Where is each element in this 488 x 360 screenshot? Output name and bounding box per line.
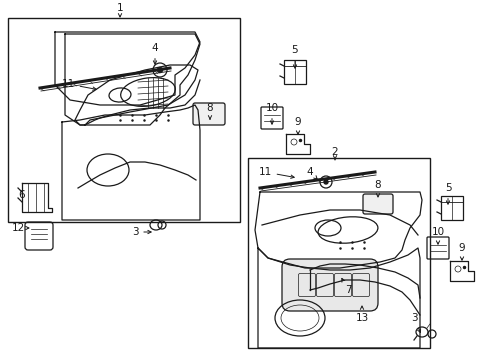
Text: 5: 5 [291,45,298,68]
Text: 1: 1 [117,3,123,17]
Bar [440,196,462,220]
Text: 7: 7 [341,278,350,295]
Text: 3: 3 [131,227,151,237]
FancyBboxPatch shape [282,259,377,311]
Text: 10: 10 [265,103,278,124]
FancyBboxPatch shape [362,194,392,214]
Text: 8: 8 [374,180,381,197]
Text: 2: 2 [331,147,338,160]
Bar [8,18,240,222]
Bar [247,158,429,348]
Text: 8: 8 [206,103,213,119]
Text: 6: 6 [19,190,25,200]
Text: 11: 11 [61,79,96,90]
Text: 4: 4 [306,167,317,179]
Bar [284,60,305,84]
Text: 9: 9 [458,243,465,260]
FancyBboxPatch shape [193,103,224,125]
Ellipse shape [324,180,327,184]
Text: 5: 5 [444,183,450,204]
Ellipse shape [157,68,162,72]
Text: 10: 10 [430,227,444,244]
Text: 9: 9 [294,117,301,134]
Text: 4: 4 [151,43,158,64]
Text: 3: 3 [410,313,420,333]
Text: 13: 13 [355,306,368,323]
Text: 12: 12 [11,223,29,233]
Text: 11: 11 [258,167,294,178]
